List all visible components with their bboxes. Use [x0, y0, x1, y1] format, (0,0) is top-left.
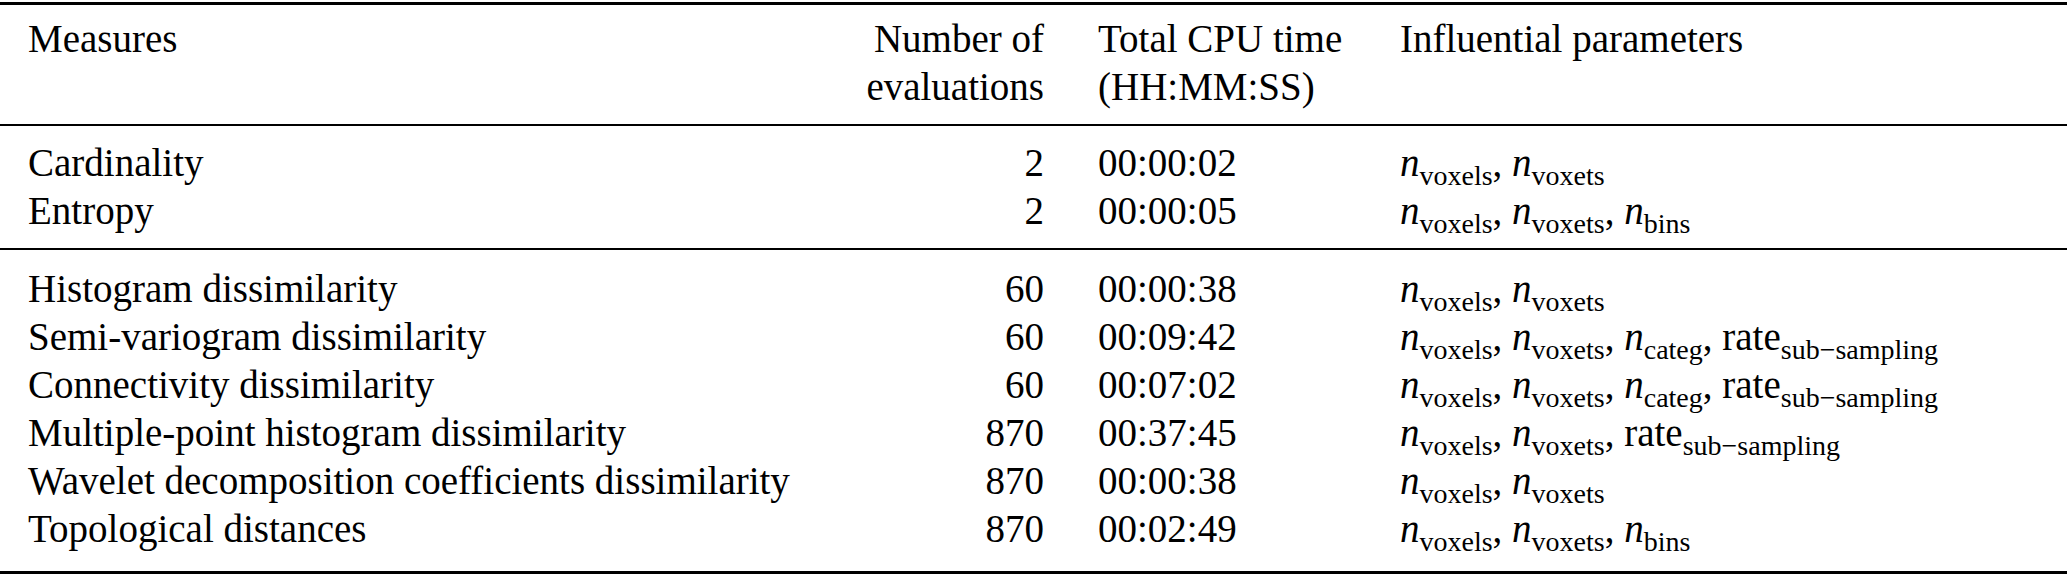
parameter-base: n	[1400, 141, 1420, 184]
table-row: Topological distances 870 00:02:49 nvoxe…	[0, 505, 2067, 553]
cpu-time-cell: 00:09:42	[1098, 313, 1400, 361]
cpu-time-cell: 00:00:02	[1098, 139, 1400, 187]
parameter-base: rate	[1624, 411, 1682, 454]
parameters-cell: nvoxels, nvoxets, nbins	[1400, 505, 2067, 553]
table-row: Wavelet decomposition coefficients dissi…	[0, 457, 2067, 505]
parameter-base: n	[1512, 267, 1532, 310]
parameter-base: n	[1512, 363, 1532, 406]
parameter-subscript: voxels	[1420, 208, 1493, 239]
parameter-base: n	[1624, 189, 1644, 232]
col-header-evaluations: Number of evaluations	[850, 15, 1044, 111]
measure-cell: Multiple-point histogram dissimilarity	[28, 409, 850, 457]
parameter-subscript: voxets	[1532, 526, 1605, 557]
cpu-time-cell: 00:37:45	[1098, 409, 1400, 457]
col-header-cpu-time-line2: (HH:MM:SS)	[1098, 63, 1400, 111]
parameter-base: n	[1512, 507, 1532, 550]
parameter-base: n	[1400, 315, 1420, 358]
parameter-base: n	[1512, 411, 1532, 454]
measure-cell: Connectivity dissimilarity	[28, 361, 850, 409]
parameters-cell: nvoxels, nvoxets, ratesub−sampling	[1400, 409, 2067, 457]
parameter-base: rate	[1722, 363, 1780, 406]
parameters-cell: nvoxels, nvoxets	[1400, 457, 2067, 505]
parameter-base: n	[1400, 189, 1420, 232]
evaluations-cell: 870	[850, 409, 1044, 457]
evaluations-cell: 60	[850, 313, 1044, 361]
col-header-cpu-time: Total CPU time (HH:MM:SS)	[1098, 15, 1400, 111]
parameters-cell: nvoxels, nvoxets	[1400, 265, 2067, 313]
parameter-base: n	[1512, 141, 1532, 184]
parameter-base: n	[1624, 363, 1644, 406]
cpu-time-cell: 00:07:02	[1098, 361, 1400, 409]
parameter-base: n	[1400, 459, 1420, 502]
measure-cell: Topological distances	[28, 505, 850, 553]
table-group-dissimilarity-measures: Histogram dissimilarity 60 00:00:38 nvox…	[0, 250, 2067, 571]
col-header-measures: Measures	[28, 15, 850, 63]
cpu-time-cell: 00:00:05	[1098, 187, 1400, 235]
table-row: Entropy 2 00:00:05 nvoxels, nvoxets, nbi…	[0, 187, 2067, 235]
parameters-cell: nvoxels, nvoxets, nbins	[1400, 187, 2067, 235]
parameter-subscript: bins	[1644, 208, 1691, 239]
parameters-cell: nvoxels, nvoxets	[1400, 139, 2067, 187]
evaluations-cell: 870	[850, 505, 1044, 553]
parameter-base: n	[1512, 315, 1532, 358]
parameter-base: n	[1400, 411, 1420, 454]
evaluations-cell: 60	[850, 265, 1044, 313]
table-row: Cardinality 2 00:00:02 nvoxels, nvoxets	[0, 139, 2067, 187]
parameter-subscript: voxets	[1532, 208, 1605, 239]
col-header-parameters: Influential parameters	[1400, 15, 2067, 63]
parameter-subscript: bins	[1644, 526, 1691, 557]
table-row: Semi-variogram dissimilarity 60 00:09:42…	[0, 313, 2067, 361]
parameter-base: n	[1400, 267, 1420, 310]
evaluations-cell: 2	[850, 139, 1044, 187]
parameter-base: n	[1624, 507, 1644, 550]
parameter-base: n	[1400, 507, 1420, 550]
col-header-evaluations-line2: evaluations	[850, 63, 1044, 111]
table-row: Connectivity dissimilarity 60 00:07:02 n…	[0, 361, 2067, 409]
table-row: Histogram dissimilarity 60 00:00:38 nvox…	[0, 265, 2067, 313]
col-header-cpu-time-line1: Total CPU time	[1098, 15, 1400, 63]
table-header: Measures Number of evaluations Total CPU…	[0, 5, 2067, 124]
parameter-base: n	[1624, 315, 1644, 358]
table-bottom-rule	[0, 571, 2067, 574]
cpu-time-cell: 00:02:49	[1098, 505, 1400, 553]
measure-cell: Histogram dissimilarity	[28, 265, 850, 313]
measures-performance-table: Measures Number of evaluations Total CPU…	[0, 0, 2067, 578]
table-group-global-measures: Cardinality 2 00:00:02 nvoxels, nvoxets …	[0, 126, 2067, 248]
measure-cell: Wavelet decomposition coefficients dissi…	[28, 457, 850, 505]
parameter-base: n	[1400, 363, 1420, 406]
evaluations-cell: 60	[850, 361, 1044, 409]
measure-cell: Entropy	[28, 187, 850, 235]
parameter-base: n	[1512, 189, 1532, 232]
cpu-time-cell: 00:00:38	[1098, 457, 1400, 505]
parameter-base: n	[1512, 459, 1532, 502]
cpu-time-cell: 00:00:38	[1098, 265, 1400, 313]
parameters-cell: nvoxels, nvoxets, ncateg, ratesub−sampli…	[1400, 313, 2067, 361]
parameters-cell: nvoxels, nvoxets, ncateg, ratesub−sampli…	[1400, 361, 2067, 409]
table-row: Multiple-point histogram dissimilarity 8…	[0, 409, 2067, 457]
col-header-evaluations-line1: Number of	[850, 15, 1044, 63]
parameter-subscript: voxels	[1420, 526, 1493, 557]
evaluations-cell: 2	[850, 187, 1044, 235]
measure-cell: Cardinality	[28, 139, 850, 187]
parameter-base: rate	[1722, 315, 1780, 358]
measure-cell: Semi-variogram dissimilarity	[28, 313, 850, 361]
evaluations-cell: 870	[850, 457, 1044, 505]
